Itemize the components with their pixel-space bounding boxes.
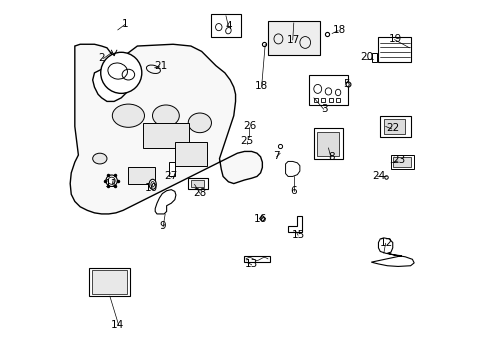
Text: 12: 12 bbox=[379, 238, 392, 248]
Text: 25: 25 bbox=[240, 136, 253, 146]
Bar bbox=[313, 128, 342, 158]
Bar bbox=[175, 143, 206, 166]
Polygon shape bbox=[70, 44, 262, 214]
Ellipse shape bbox=[152, 105, 179, 126]
Text: 8: 8 bbox=[328, 152, 335, 162]
Text: 13: 13 bbox=[244, 259, 258, 269]
Bar bbox=[89, 267, 130, 296]
Bar bbox=[378, 37, 410, 62]
Bar bbox=[380, 116, 410, 137]
Text: 4: 4 bbox=[224, 21, 231, 31]
Ellipse shape bbox=[188, 113, 211, 133]
Polygon shape bbox=[370, 238, 413, 266]
Bar bbox=[190, 180, 204, 187]
Text: 27: 27 bbox=[164, 171, 178, 181]
Bar bbox=[308, 75, 347, 105]
Text: 24: 24 bbox=[371, 171, 384, 181]
Text: 20: 20 bbox=[360, 53, 373, 63]
Ellipse shape bbox=[112, 104, 144, 127]
Bar bbox=[316, 132, 339, 156]
Text: 23: 23 bbox=[391, 156, 405, 165]
Text: 5: 5 bbox=[342, 78, 349, 89]
Text: 16: 16 bbox=[253, 214, 266, 224]
Text: 2: 2 bbox=[98, 53, 105, 63]
Text: 26: 26 bbox=[243, 121, 256, 131]
Polygon shape bbox=[285, 161, 299, 176]
Polygon shape bbox=[288, 216, 301, 232]
Text: 1: 1 bbox=[122, 19, 128, 29]
Text: 21: 21 bbox=[154, 61, 167, 71]
Bar bbox=[372, 53, 376, 62]
Bar bbox=[188, 178, 207, 189]
Text: 18: 18 bbox=[332, 25, 345, 35]
Text: 6: 6 bbox=[290, 186, 297, 196]
Text: 28: 28 bbox=[193, 188, 206, 198]
Polygon shape bbox=[155, 190, 176, 214]
Text: 18: 18 bbox=[255, 81, 268, 91]
Text: 19: 19 bbox=[388, 34, 401, 44]
Text: 7: 7 bbox=[273, 151, 280, 161]
Bar bbox=[168, 162, 175, 176]
Bar bbox=[390, 155, 413, 169]
Bar bbox=[91, 270, 127, 294]
Text: 9: 9 bbox=[159, 221, 165, 231]
Bar bbox=[210, 14, 241, 37]
Text: 22: 22 bbox=[386, 123, 399, 133]
Bar bbox=[142, 123, 189, 148]
Text: 11: 11 bbox=[105, 179, 118, 189]
Bar bbox=[383, 119, 405, 134]
Bar bbox=[128, 167, 155, 184]
Text: 10: 10 bbox=[144, 183, 157, 193]
Ellipse shape bbox=[106, 175, 117, 186]
Text: 17: 17 bbox=[286, 35, 300, 45]
Ellipse shape bbox=[93, 153, 107, 164]
Ellipse shape bbox=[101, 52, 142, 93]
Bar bbox=[244, 256, 269, 262]
Bar bbox=[267, 21, 319, 55]
Bar bbox=[392, 157, 410, 167]
Ellipse shape bbox=[149, 179, 156, 189]
Text: 15: 15 bbox=[291, 230, 305, 240]
Text: 14: 14 bbox=[111, 320, 124, 330]
Text: 3: 3 bbox=[320, 104, 327, 113]
